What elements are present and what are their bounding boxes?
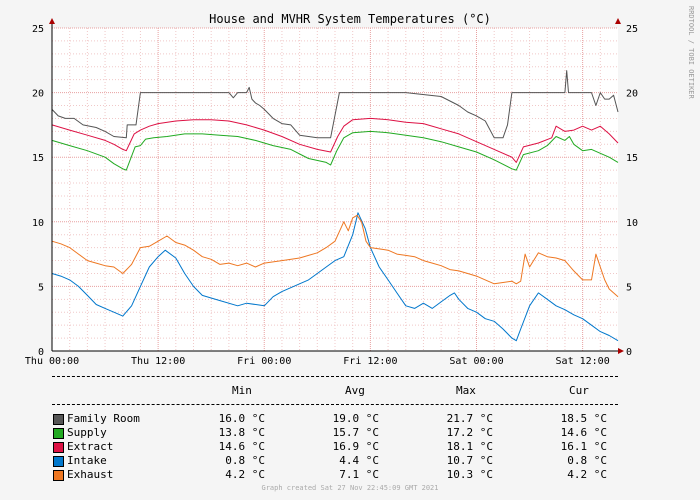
y-tick-label-right: 10 <box>626 218 638 229</box>
legend-swatch <box>53 442 64 453</box>
legend-min-value: 13.8 °C <box>218 426 265 439</box>
legend-row: Exhaust 4.2 °C 7.1 °C 10.3 °C 4.2 °C <box>0 468 700 482</box>
series-line-extract <box>51 117 619 163</box>
x-tick-label: Thu 00:00 <box>25 356 79 367</box>
legend-swatch <box>53 470 64 481</box>
legend-divider-bottom <box>52 404 618 405</box>
legend-cur-value: 14.6 °C <box>560 426 607 439</box>
y-axis-arrow-right <box>615 18 621 24</box>
header-cur: Cur <box>569 384 589 397</box>
legend-max-value: 10.3 °C <box>446 468 493 481</box>
rrdtool-watermark: RRDTOOL / TOBI OETIKER <box>687 6 695 100</box>
axes: 0 0 5 5 10 10 15 15 20 20 25 25 Thu 00:00 Thu 12:00 Fr… <box>25 18 638 367</box>
legend-swatch <box>53 428 64 439</box>
grid <box>52 27 618 351</box>
legend-row: Extract 14.6 °C 16.9 °C 18.1 °C 16.1 °C <box>0 440 700 454</box>
header-min: Min <box>232 384 252 397</box>
y-tick-label-left: 0 <box>38 347 44 358</box>
series-line-intake <box>51 212 619 342</box>
legend-min-value: 16.0 °C <box>218 412 265 425</box>
y-tick-label-left: 20 <box>32 89 44 100</box>
y-axis-arrow-left <box>49 18 55 24</box>
y-tick-label-left: 10 <box>32 218 44 229</box>
header-avg: Avg <box>345 384 365 397</box>
legend-cur-value: 0.8 °C <box>567 454 607 467</box>
legend-min-value: 4.2 °C <box>225 468 265 481</box>
chart-title: House and MVHR System Temperatures (°C) <box>209 12 491 26</box>
legend-series-name: Exhaust <box>67 468 114 481</box>
plot-area <box>52 28 618 351</box>
header-max: Max <box>456 384 476 397</box>
x-tick-label: Thu 12:00 <box>131 356 185 367</box>
legend-series-name: Extract <box>67 440 114 453</box>
legend-swatch <box>53 456 64 467</box>
footer-note: Graph created Sat 27 Nov 22:45:09 GMT 20… <box>261 484 439 492</box>
y-tick-label-left: 5 <box>38 282 44 293</box>
legend-row: Family Room 16.0 °C 19.0 °C 21.7 °C 18.5 °C <box>0 412 700 426</box>
legend-divider-top <box>52 376 618 377</box>
y-tick-label-left: 15 <box>32 153 44 164</box>
x-tick-label: Sat 00:00 <box>449 356 503 367</box>
legend-series-name: Intake <box>67 454 107 467</box>
series-line-exhaust <box>51 214 619 298</box>
series-group <box>51 70 619 342</box>
legend-min-value: 14.6 °C <box>218 440 265 453</box>
y-tick-label-right: 15 <box>626 153 638 164</box>
legend-max-value: 10.7 °C <box>446 454 493 467</box>
legend-max-value: 17.2 °C <box>446 426 493 439</box>
x-tick-label: Sat 12:00 <box>556 356 610 367</box>
legend-max-value: 21.7 °C <box>446 412 493 425</box>
legend-series-name: Family Room <box>67 412 140 425</box>
series-line-supply <box>51 130 619 171</box>
y-tick-label-right: 5 <box>626 282 632 293</box>
legend-avg-value: 19.0 °C <box>332 412 379 425</box>
legend-avg-value: 16.9 °C <box>332 440 379 453</box>
legend-row: Intake 0.8 °C 4.4 °C 10.7 °C 0.8 °C <box>0 454 700 468</box>
x-tick-label: Fri 00:00 <box>237 356 291 367</box>
x-tick-label: Fri 12:00 <box>343 356 397 367</box>
y-tick-label-left: 25 <box>32 24 44 35</box>
x-axis-arrow <box>618 348 624 354</box>
legend-cur-value: 18.5 °C <box>560 412 607 425</box>
legend-series-name: Supply <box>67 426 107 439</box>
legend-cur-value: 16.1 °C <box>560 440 607 453</box>
chart-canvas: 0 0 5 5 10 10 15 15 20 20 25 25 Thu 00:00 Thu 12:00 Fr… <box>25 6 695 367</box>
legend-min-value: 0.8 °C <box>225 454 265 467</box>
y-tick-label-right: 25 <box>626 24 638 35</box>
series-line-family-room <box>51 70 619 139</box>
y-tick-label-right: 20 <box>626 89 638 100</box>
legend-avg-value: 15.7 °C <box>332 426 379 439</box>
legend-row: Supply 13.8 °C 15.7 °C 17.2 °C 14.6 °C <box>0 426 700 440</box>
legend-avg-value: 7.1 °C <box>339 468 379 481</box>
legend-avg-value: 4.4 °C <box>339 454 379 467</box>
legend-max-value: 18.1 °C <box>446 440 493 453</box>
y-tick-label-right: 0 <box>626 347 632 358</box>
legend-swatch <box>53 414 64 425</box>
legend-cur-value: 4.2 °C <box>567 468 607 481</box>
